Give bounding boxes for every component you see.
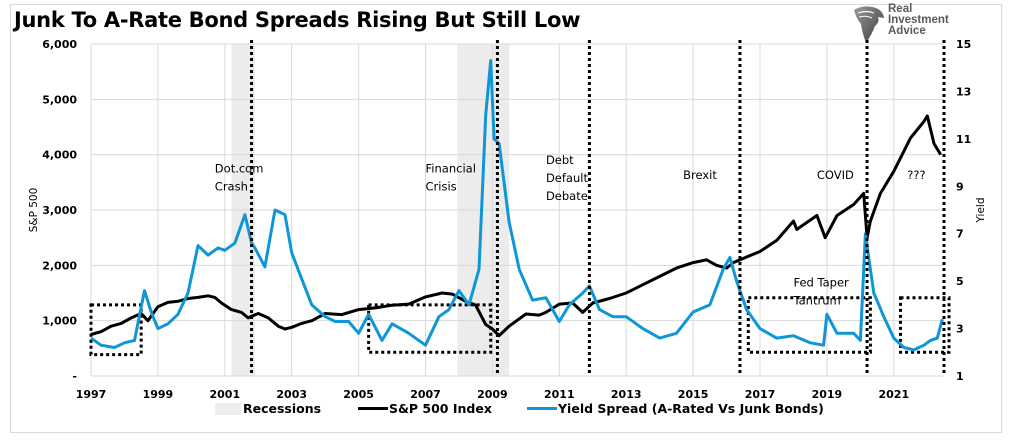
y2-tick-label: 15: [956, 38, 971, 51]
x-tick-label: 2015: [678, 388, 709, 401]
x-tick-label: 2017: [745, 388, 776, 401]
annotation-line: Tantrum: [793, 294, 841, 308]
legend-item-recessions: Recessions: [215, 401, 321, 416]
legend-swatch-spread: [527, 407, 557, 410]
legend-item-sp500: S&P 500 Index: [358, 401, 492, 416]
legend-swatch-sp500: [358, 407, 388, 410]
y2-tick-label: 3: [956, 323, 964, 336]
y-tick-label: 1,000: [42, 315, 77, 328]
x-tick-label: 2003: [276, 388, 307, 401]
annotation-line: Crisis: [426, 180, 457, 194]
chart-title: Junk To A-Rate Bond Spreads Rising But S…: [14, 8, 581, 32]
logo-line-3: Advice: [888, 25, 926, 37]
x-tick-label: 2011: [544, 388, 575, 401]
annotation-label: Brexit: [683, 168, 717, 182]
highlight-box: [746, 296, 872, 354]
legend-item-spread: Yield Spread (A-Rated Vs Junk Bonds): [527, 401, 824, 416]
x-tick-label: 1997: [76, 388, 107, 401]
legend-swatch-recessions: [215, 402, 241, 415]
sp500-line: [90, 114, 942, 338]
x-tick-label: 2019: [812, 388, 843, 401]
legend-label-recessions: Recessions: [243, 401, 322, 416]
chart-frame: [10, 4, 1002, 433]
eagle-shield-icon: [854, 6, 884, 43]
x-tick-label: 2009: [477, 388, 508, 401]
y-tick-label: 2,000: [42, 259, 77, 272]
logo: Real Investment Advice: [850, 3, 960, 44]
annotation-line: Default: [546, 171, 589, 185]
y2-tick-label: 13: [956, 85, 971, 98]
y-tick-label: -: [72, 370, 77, 383]
y-axis-title: S&P 500: [28, 188, 40, 233]
y-tick-label: 3,000: [42, 204, 77, 217]
x-tick-label: 2021: [879, 388, 910, 401]
x-tick-label: 2001: [209, 388, 240, 401]
y2-tick-label: 1: [956, 370, 964, 383]
annotation-label: Fed Taper Tantrum: [793, 276, 850, 308]
annotation-line: Crash: [215, 180, 248, 194]
legend: Recessions S&P 500 Index Yield Spread (A…: [0, 401, 1012, 421]
legend-label-spread: Yield Spread (A-Rated Vs Junk Bonds): [558, 401, 824, 416]
annotation-line: Brexit: [683, 168, 717, 182]
x-tick-label: 1999: [143, 388, 174, 401]
x-tick-label: 2007: [410, 388, 441, 401]
x-tick-label: 2013: [611, 388, 642, 401]
y-tick-label: 5,000: [42, 93, 77, 106]
y-tick-label: 4,000: [42, 149, 77, 162]
y2-tick-label: 7: [956, 228, 964, 241]
y2-tick-label: 9: [956, 180, 964, 193]
annotation-line: Dot.com: [215, 162, 264, 176]
highlight-box: [89, 303, 143, 357]
y2-axis-title: Yield: [975, 198, 987, 224]
legend-label-sp500: S&P 500 Index: [389, 401, 492, 416]
annotation-line: Debt: [546, 153, 574, 167]
annotation-line: COVID: [817, 168, 854, 182]
highlight-box: [899, 296, 951, 354]
y2-tick-label: 11: [956, 133, 971, 146]
annotation-line: ???: [907, 168, 925, 182]
annotation-label: COVID: [817, 168, 854, 182]
yield-spread-line: [90, 59, 944, 352]
y-tick-label: 6,000: [42, 38, 77, 51]
logo-line-1: Real: [888, 3, 913, 15]
logo-line-2: Investment: [888, 14, 949, 26]
annotation-line: Debate: [546, 189, 588, 203]
annotation-label: Financial Crisis: [426, 162, 476, 194]
annotation-label: ???: [907, 168, 925, 182]
x-tick-label: 2005: [343, 388, 374, 401]
annotation-label: Dot.com Crash: [215, 162, 264, 194]
annotation-line: Financial: [426, 162, 476, 176]
annotation-line: Fed Taper: [794, 276, 850, 290]
y2-tick-label: 5: [956, 275, 964, 288]
annotation-label: Debt Default Debate: [546, 153, 589, 203]
